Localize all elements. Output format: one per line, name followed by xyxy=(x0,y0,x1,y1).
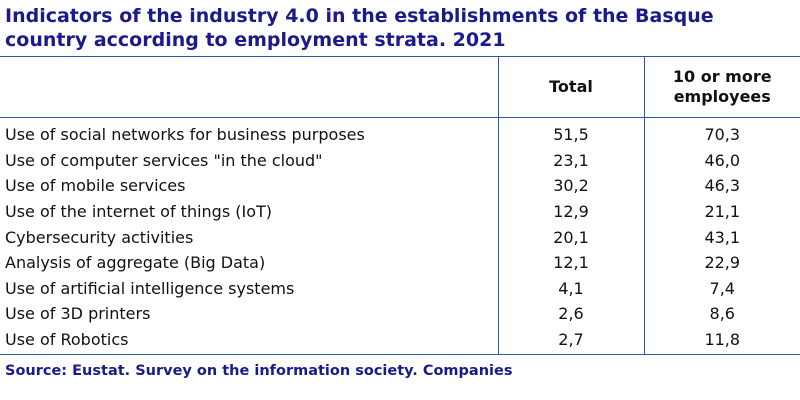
row-label: Use of artificial intelligence systems xyxy=(0,275,499,302)
row-total-value: 2,7 xyxy=(498,326,645,356)
table-row: Use of social networks for business purp… xyxy=(0,117,800,148)
row-label: Cybersecurity activities xyxy=(0,224,499,250)
row-total-value: 20,1 xyxy=(498,224,645,250)
row-total-value: 51,5 xyxy=(498,117,645,148)
source-note: Source: Eustat. Survey on the informatio… xyxy=(5,363,513,379)
indicators-table-container: Total 10 or more employees Use of social… xyxy=(0,56,800,356)
row-label: Use of 3D printers xyxy=(0,301,499,327)
table-row: Cybersecurity activities 20,1 43,1 xyxy=(0,224,800,250)
row-label: Use of social networks for business purp… xyxy=(0,117,499,148)
row-10-or-more-employees-value: 8,6 xyxy=(709,304,735,324)
header-10-or-more-employees: 10 or more employees xyxy=(644,56,800,118)
header-indicator xyxy=(0,56,499,118)
table-row: Analysis of aggregate (Big Data) 12,1 22,9 xyxy=(0,249,800,276)
table-title: Indicators of the industry 4.0 in the es… xyxy=(5,5,714,51)
row-10-or-more-employees-value: 43,1 xyxy=(704,227,741,247)
row-10-or-more-employees-value: 21,1 xyxy=(704,202,741,222)
header-row: Total 10 or more employees xyxy=(0,56,800,118)
row-10-or-more-employees-value: 46,3 xyxy=(704,176,741,196)
row-label: Use of mobile services xyxy=(0,173,499,199)
row-10-or-more-employees-value: 11,8 xyxy=(644,326,800,356)
table-row: Use of the internet of things (IoT) 12,9 2… xyxy=(0,198,800,225)
table-row: Use of 3D printers 2,6 8,6 xyxy=(0,301,800,327)
indicators-table: Total 10 or more employees Use of social… xyxy=(0,56,800,356)
row-label: Use of computer services "in the cloud" xyxy=(0,147,499,174)
row-10-or-more-employees-value: 46,0 xyxy=(704,150,741,170)
row-total-value: 12,9 xyxy=(498,198,645,225)
row-10-or-more-employees-value: 22,9 xyxy=(704,253,741,273)
table-body: Use of social networks for business purp… xyxy=(0,117,800,356)
row-10-or-more-employees-value: 70,3 xyxy=(704,125,741,145)
row-label: Use of Robotics xyxy=(0,326,499,356)
row-total-value: 12,1 xyxy=(498,249,645,276)
row-total-value: 30,2 xyxy=(498,173,645,199)
row-label: Use of the internet of things (IoT) xyxy=(0,198,499,225)
row-total-value: 2,6 xyxy=(498,301,645,327)
table-row: Use of mobile services 30,2 46,3 xyxy=(0,173,800,199)
row-label: Analysis of aggregate (Big Data) xyxy=(0,249,499,276)
table-header: Total 10 or more employees xyxy=(0,56,800,118)
row-10-or-more-employees-value: 7,4 xyxy=(709,278,735,298)
row-total-value: 4,1 xyxy=(498,275,645,302)
table-row: Use of artificial intelligence systems 4,… xyxy=(0,275,800,302)
table-row: Use of Robotics 2,7 11,8 xyxy=(0,326,800,356)
header-total: Total xyxy=(498,56,645,118)
table-row: Use of computer services "in the cloud" 2… xyxy=(0,147,800,174)
row-total-value: 23,1 xyxy=(498,147,645,174)
header-10-or-more-employees-text: 10 or more employees xyxy=(672,67,772,106)
